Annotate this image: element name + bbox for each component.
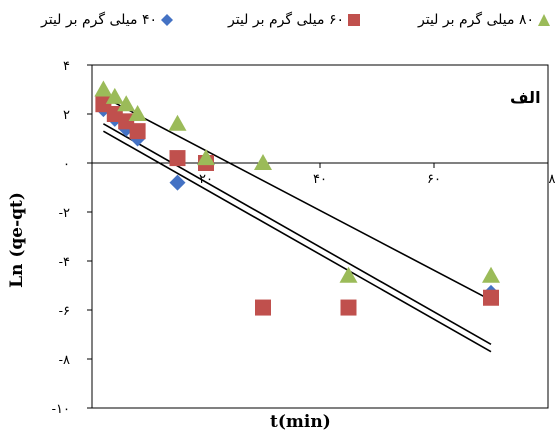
panel-label: الف <box>510 88 541 107</box>
data-point-triangle <box>168 114 187 131</box>
y-tick-label: -۴ <box>59 255 70 270</box>
data-point-square <box>255 299 271 316</box>
x-axis-title: t(min) <box>270 412 331 432</box>
diamond-marker-icon <box>161 14 173 26</box>
y-tick-label: ۰ <box>63 157 70 172</box>
trendline <box>103 96 492 301</box>
y-tick-label: -۱۰ <box>52 402 70 417</box>
x-tick-label: ۶۰ <box>427 172 441 187</box>
x-tick-label: ۸ <box>549 172 556 187</box>
data-point-triangle <box>254 154 272 170</box>
plot-area <box>91 64 549 409</box>
data-point-triangle <box>128 105 147 121</box>
legend-label-80: ۸۰ میلی گرم بر لیتر <box>418 12 534 28</box>
data-point-triangle <box>339 266 358 283</box>
legend-item-40: ۴۰ میلی گرم بر لیتر <box>41 12 173 28</box>
trendline <box>103 123 492 345</box>
y-tick-label: ۴ <box>63 59 70 74</box>
trendline <box>103 130 492 353</box>
data-point-square <box>129 123 146 140</box>
data-point-triangle <box>482 266 500 283</box>
data-point-square <box>169 150 186 167</box>
y-tick-label: -۸ <box>59 353 70 368</box>
y-tick-label: -۲ <box>59 206 70 221</box>
data-point-square <box>483 289 499 306</box>
legend-label-40: ۴۰ میلی گرم بر لیتر <box>41 12 157 28</box>
data-point-triangle <box>117 95 136 112</box>
legend-item-80: ۸۰ میلی گرم بر لیتر <box>418 12 550 28</box>
data-point-triangle <box>105 87 124 104</box>
y-tick-label: -۶ <box>59 304 70 319</box>
square-marker-icon <box>348 14 360 26</box>
data-point-triangle <box>94 80 113 97</box>
legend: ۸۰ میلی گرم بر لیتر ۶۰ میلی گرم بر لیتر … <box>0 12 558 36</box>
data-point-square <box>340 299 357 316</box>
x-tick-label: ۴۰ <box>313 172 327 187</box>
data-point-triangle <box>197 149 215 166</box>
legend-item-60: ۶۰ میلی گرم بر لیتر <box>228 12 360 28</box>
triangle-marker-icon <box>538 14 550 26</box>
legend-label-60: ۶۰ میلی گرم بر لیتر <box>228 12 344 28</box>
data-point-diamond <box>169 174 186 191</box>
y-tick-label: ۲ <box>63 108 70 123</box>
y-axis-title: Ln (qe-qt) <box>7 192 27 288</box>
